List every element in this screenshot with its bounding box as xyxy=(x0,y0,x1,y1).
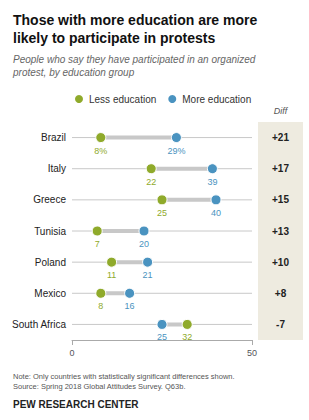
svg-text:16: 16 xyxy=(125,301,135,311)
svg-text:Brazil: Brazil xyxy=(41,132,66,143)
svg-text:+10: +10 xyxy=(272,257,289,268)
svg-text:Diff: Diff xyxy=(274,106,289,116)
svg-text:25: 25 xyxy=(157,208,167,218)
svg-text:Greece: Greece xyxy=(33,194,66,205)
svg-text:32: 32 xyxy=(182,332,192,342)
svg-text:39: 39 xyxy=(207,177,217,187)
svg-text:7: 7 xyxy=(95,239,100,249)
svg-text:+13: +13 xyxy=(272,226,289,237)
svg-text:People who say they have parti: People who say they have participated in… xyxy=(13,54,256,65)
svg-text:-7: -7 xyxy=(276,319,285,330)
svg-text:+21: +21 xyxy=(272,132,289,143)
svg-text:29%: 29% xyxy=(167,146,185,156)
svg-text:21: 21 xyxy=(143,270,153,280)
svg-text:Mexico: Mexico xyxy=(34,288,66,299)
svg-text:22: 22 xyxy=(146,177,156,187)
svg-text:20: 20 xyxy=(139,239,149,249)
svg-text:Poland: Poland xyxy=(35,257,66,268)
svg-text:PEW RESEARCH CENTER: PEW RESEARCH CENTER xyxy=(13,399,139,410)
svg-text:0: 0 xyxy=(69,348,74,358)
svg-text:11: 11 xyxy=(107,270,116,280)
svg-text:Tunisia: Tunisia xyxy=(34,226,66,237)
svg-text:40: 40 xyxy=(211,208,221,218)
svg-text:50: 50 xyxy=(247,348,257,358)
svg-text:+17: +17 xyxy=(272,163,289,174)
svg-text:Note: Only countries with stat: Note: Only countries with statistically … xyxy=(13,372,235,381)
svg-text:South Africa: South Africa xyxy=(12,319,66,330)
svg-text:Italy: Italy xyxy=(48,163,66,174)
svg-text:Less education: Less education xyxy=(89,94,156,105)
svg-text:25: 25 xyxy=(157,332,167,342)
svg-text:8%: 8% xyxy=(94,146,107,156)
svg-text:likely to participate in prote: likely to participate in protests xyxy=(13,30,215,46)
svg-text:+8: +8 xyxy=(275,288,287,299)
svg-text:+15: +15 xyxy=(272,194,289,205)
svg-text:Source: Spring 2018 Global Att: Source: Spring 2018 Global Attitudes Sur… xyxy=(13,382,185,391)
svg-text:More education: More education xyxy=(182,94,251,105)
svg-text:Those with more education are: Those with more education are more xyxy=(13,12,257,28)
svg-text:8: 8 xyxy=(98,301,103,311)
svg-text:protest, by education group: protest, by education group xyxy=(12,67,135,78)
